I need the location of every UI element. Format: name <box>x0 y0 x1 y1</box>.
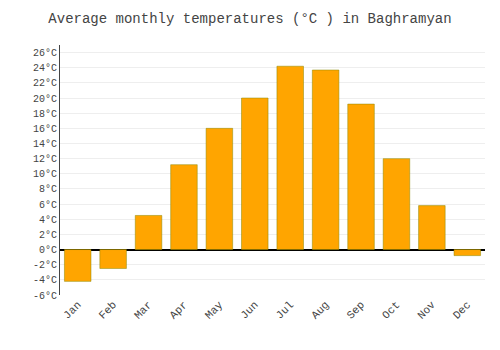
svg-text:6°C: 6°C <box>39 200 57 211</box>
svg-text:Jan: Jan <box>61 299 83 321</box>
svg-text:18°C: 18°C <box>33 109 57 120</box>
svg-text:12°C: 12°C <box>33 154 57 165</box>
svg-text:16°C: 16°C <box>33 124 57 135</box>
svg-text:Apr: Apr <box>167 299 189 321</box>
svg-text:Feb: Feb <box>97 299 119 321</box>
svg-text:10°C: 10°C <box>33 169 57 180</box>
svg-text:Dec: Dec <box>451 299 473 321</box>
svg-text:26°C: 26°C <box>33 48 57 59</box>
svg-text:Oct: Oct <box>380 299 402 321</box>
svg-text:0°C: 0°C <box>39 245 57 256</box>
svg-text:2°C: 2°C <box>39 230 57 241</box>
svg-text:20°C: 20°C <box>33 94 57 105</box>
svg-text:4°C: 4°C <box>39 215 57 226</box>
svg-text:-2°C: -2°C <box>33 260 57 271</box>
svg-text:Nov: Nov <box>415 299 438 322</box>
svg-text:May: May <box>203 299 226 322</box>
svg-text:Jul: Jul <box>274 299 296 321</box>
svg-text:22°C: 22°C <box>33 78 57 89</box>
svg-text:Aug: Aug <box>309 299 331 321</box>
svg-text:Sep: Sep <box>345 299 367 321</box>
svg-text:Mar: Mar <box>132 299 154 321</box>
svg-text:-4°C: -4°C <box>33 275 57 286</box>
svg-text:24°C: 24°C <box>33 63 57 74</box>
svg-text:Average monthly temperatures (: Average monthly temperatures (°C ) in Ba… <box>48 11 451 27</box>
svg-text:-6°C: -6°C <box>33 291 57 302</box>
svg-text:14°C: 14°C <box>33 139 57 150</box>
svg-text:Jun: Jun <box>238 299 260 321</box>
svg-text:8°C: 8°C <box>39 184 57 195</box>
